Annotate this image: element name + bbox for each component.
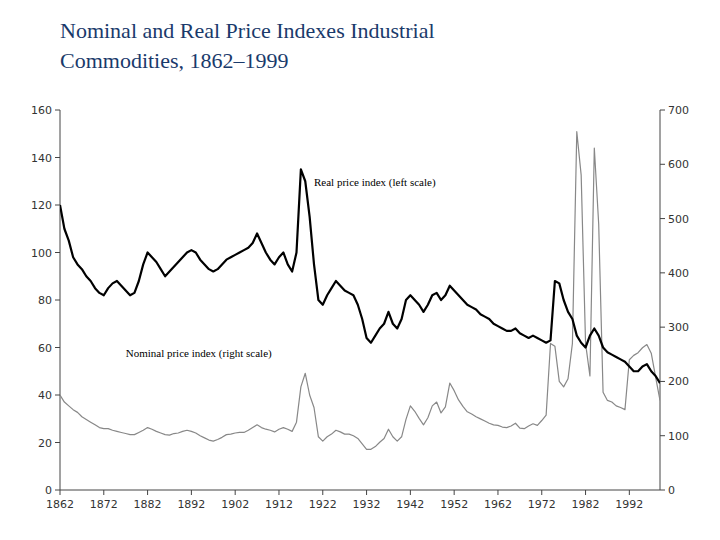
axes: 1862 1872 1882 1892 1902 1912 1922 1932 1942 1952… xyxy=(31,104,689,511)
x-tick xyxy=(278,490,279,495)
y2-axis-line xyxy=(660,110,661,490)
y2-tick-label: 200 xyxy=(668,375,689,388)
y2-tick-label: 100 xyxy=(668,430,689,443)
y2-tick-label: 600 xyxy=(668,158,689,171)
x-tick xyxy=(235,490,236,495)
y-tick xyxy=(55,252,60,253)
x-tick-label: 1992 xyxy=(615,498,643,511)
x-tick-label: 1882 xyxy=(134,498,162,511)
annotation: Nominal price index (right scale) xyxy=(126,347,272,360)
annotations: Real price index (left scale) Nominal pri… xyxy=(126,176,436,360)
y-tick xyxy=(55,395,60,396)
x-tick-label: 1862 xyxy=(46,498,74,511)
y-tick xyxy=(55,157,60,158)
y-tick xyxy=(55,110,60,111)
y-tick-label: 80 xyxy=(38,294,52,307)
y-tick-label: 0 xyxy=(45,484,52,497)
plot-area xyxy=(60,132,660,450)
y2-tick xyxy=(660,381,665,382)
x-tick-label: 1912 xyxy=(265,498,293,511)
y2-tick-label: 500 xyxy=(668,213,689,226)
title: Nominal and Real Price Indexes Industria… xyxy=(60,18,435,43)
y-tick-label: 20 xyxy=(38,437,52,450)
y2-tick xyxy=(660,272,665,273)
x-tick xyxy=(191,490,192,495)
y2-tick xyxy=(660,490,665,491)
x-tick-label: 1932 xyxy=(353,498,381,511)
title: Commodities, 1862–1999 xyxy=(60,48,289,73)
x-tick-label: 1972 xyxy=(528,498,556,511)
x-tick xyxy=(585,490,586,495)
y-tick xyxy=(55,442,60,443)
x-tick-label: 1922 xyxy=(309,498,337,511)
y-tick-label: 120 xyxy=(31,199,52,212)
y2-tick xyxy=(660,327,665,328)
x-tick xyxy=(366,490,367,495)
y-tick xyxy=(55,490,60,491)
x-axis-line xyxy=(60,490,660,491)
x-tick-label: 1892 xyxy=(177,498,205,511)
x-tick xyxy=(497,490,498,495)
x-tick xyxy=(60,490,61,495)
y2-tick-label: 0 xyxy=(668,484,675,497)
y2-tick-label: 300 xyxy=(668,321,689,334)
x-tick-label: 1962 xyxy=(484,498,512,511)
x-tick xyxy=(103,490,104,495)
y-tick-label: 40 xyxy=(38,389,52,402)
x-tick xyxy=(629,490,630,495)
series-line xyxy=(60,169,660,383)
x-tick-label: 1872 xyxy=(90,498,118,511)
chart-svg: Nominal and Real Price Indexes Industria… xyxy=(0,0,720,540)
y2-tick-label: 700 xyxy=(668,104,689,117)
y2-tick xyxy=(660,218,665,219)
y-tick-label: 100 xyxy=(31,247,52,260)
y2-tick xyxy=(660,110,665,111)
y-tick xyxy=(55,205,60,206)
x-tick xyxy=(410,490,411,495)
y-tick-label: 160 xyxy=(31,104,52,117)
y2-tick-label: 400 xyxy=(668,267,689,280)
x-tick-label: 1982 xyxy=(572,498,600,511)
chart-container: Nominal and Real Price Indexes Industria… xyxy=(0,0,720,540)
y-tick xyxy=(55,300,60,301)
y-tick-label: 60 xyxy=(38,342,52,355)
annotation: Real price index (left scale) xyxy=(314,176,436,189)
x-tick xyxy=(454,490,455,495)
x-tick-label: 1942 xyxy=(396,498,424,511)
x-tick-label: 1902 xyxy=(221,498,249,511)
x-tick-label: 1952 xyxy=(440,498,468,511)
y2-tick xyxy=(660,164,665,165)
x-tick xyxy=(147,490,148,495)
series-line xyxy=(60,132,660,450)
x-tick xyxy=(322,490,323,495)
x-tick xyxy=(541,490,542,495)
y-tick xyxy=(55,347,60,348)
y-tick-label: 140 xyxy=(31,152,52,165)
y2-tick xyxy=(660,435,665,436)
